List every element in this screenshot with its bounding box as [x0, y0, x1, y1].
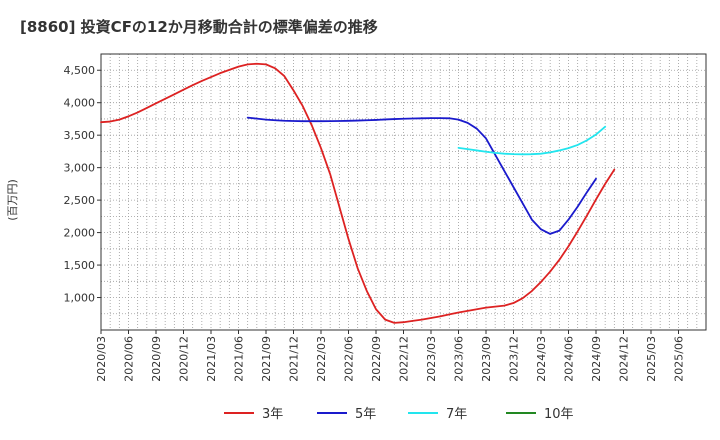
x-tick-label: 2020/09 — [150, 336, 163, 382]
x-tick-label: 2021/12 — [288, 336, 301, 382]
x-tick-label: 2020/12 — [178, 336, 191, 382]
y-tick-label: 2,000 — [64, 227, 96, 240]
x-tick-label: 2023/06 — [453, 336, 466, 382]
x-tick-label: 2023/12 — [508, 336, 521, 382]
x-tick-label: 2020/06 — [123, 336, 136, 382]
x-tick-label: 2023/09 — [480, 336, 493, 382]
x-tick-label: 2022/12 — [398, 336, 411, 382]
x-tick-label: 2021/06 — [233, 336, 246, 382]
series-layer — [100, 62, 616, 324]
x-tick-label: 2024/12 — [618, 336, 631, 382]
x-tick-label: 2022/06 — [343, 336, 356, 382]
y-tick-label: 3,500 — [64, 129, 96, 142]
legend-label: 7年 — [446, 407, 467, 422]
grid-layer — [101, 54, 706, 330]
x-tick-label: 2025/06 — [673, 336, 686, 382]
series-line-2 — [457, 125, 607, 156]
series-line-1 — [246, 116, 597, 235]
legend: 3年 5年 7年 10年 — [224, 407, 574, 422]
y-tick-label: 1,500 — [64, 259, 96, 272]
x-tick-label: 2024/06 — [563, 336, 576, 382]
x-axis: 2020/03 2020/06 2020/09 2020/12 2021/03 2021/… — [95, 330, 686, 382]
legend-label: 3年 — [262, 407, 283, 422]
x-tick-label: 2024/03 — [535, 336, 548, 382]
x-tick-label: 2022/09 — [370, 336, 383, 382]
legend-label: 10年 — [544, 407, 574, 422]
x-tick-label: 2024/09 — [590, 336, 603, 382]
x-tick-label: 2020/03 — [95, 336, 108, 382]
x-tick-label: 2025/03 — [645, 336, 658, 382]
y-axis-label: (百万円) — [6, 179, 19, 221]
y-tick-label: 3,000 — [64, 162, 96, 175]
x-tick-label: 2022/03 — [315, 336, 328, 382]
y-axis: 1,000 1,500 2,000 2,500 3,000 3,500 4,000 4,500 — [64, 64, 101, 305]
x-tick-label: 2021/09 — [260, 336, 273, 382]
y-tick-label: 2,500 — [64, 194, 96, 207]
x-tick-label: 2021/03 — [205, 336, 218, 382]
y-tick-label: 1,000 — [64, 292, 96, 305]
chart-title: [8860] 投資CFの12か月移動合計の標準偏差の推移 — [20, 18, 378, 36]
x-tick-label: 2023/03 — [425, 336, 438, 382]
legend-label: 5年 — [355, 407, 376, 422]
series-line-0 — [100, 62, 616, 324]
y-tick-label: 4,000 — [64, 97, 96, 110]
y-tick-label: 4,500 — [64, 64, 96, 77]
